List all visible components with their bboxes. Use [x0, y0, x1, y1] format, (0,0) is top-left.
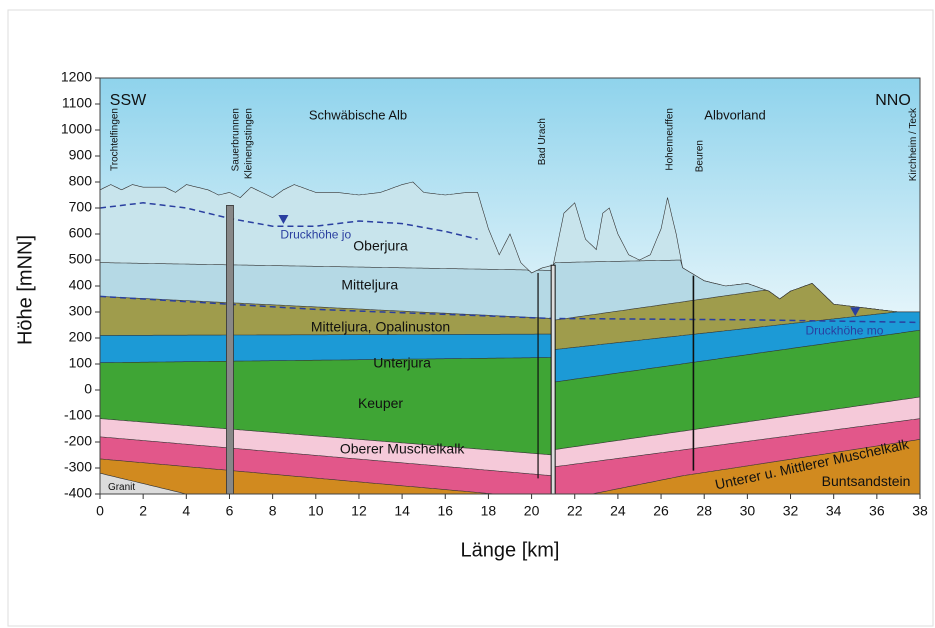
x-tick-label: 2: [139, 503, 147, 519]
borehole: [226, 204, 234, 495]
x-tick-label: 36: [869, 503, 885, 519]
y-tick-label: 600: [69, 225, 93, 241]
location-label: Kirchheim / Teck: [908, 107, 919, 181]
label: SSW: [110, 92, 147, 109]
label: Mitteljura: [341, 277, 398, 293]
x-tick-label: 38: [912, 503, 928, 519]
x-tick-label: 8: [269, 503, 277, 519]
y-tick-label: 300: [69, 303, 93, 319]
y-tick-label: -400: [64, 485, 92, 501]
label: Keuper: [358, 395, 403, 411]
label: Mitteljura, Opalinuston: [311, 318, 450, 334]
label: Albvorland: [704, 107, 765, 122]
layers: [99, 181, 921, 495]
x-tick-label: 30: [740, 503, 756, 519]
y-tick-label: 700: [69, 199, 93, 215]
x-tick-label: 6: [226, 503, 234, 519]
location-label: Bad Urach: [537, 118, 548, 165]
layer: [553, 439, 921, 495]
pressure-marker: [850, 307, 861, 317]
x-axis-label: Länge [km]: [461, 539, 560, 561]
x-tick-label: 0: [96, 503, 104, 519]
y-tick-label: 0: [84, 381, 92, 397]
location-label: Kleinengstingen: [244, 108, 255, 179]
fault: [550, 264, 556, 495]
x-tick-label: 18: [481, 503, 497, 519]
label: Buntsandstein: [822, 473, 911, 489]
label: Unterjura: [373, 355, 431, 371]
label: Granit: [108, 482, 135, 493]
x-tick-label: 26: [653, 503, 669, 519]
location-label: Beuren: [695, 140, 706, 172]
label: Schwäbische Alb: [309, 107, 407, 122]
layer: [99, 458, 554, 495]
pressure-marker: [278, 215, 289, 224]
label: NNO: [875, 92, 911, 109]
y-axis-label: Höhe [mNN]: [14, 235, 36, 345]
y-tick-label: -300: [64, 459, 92, 475]
pressure-line: [99, 202, 478, 240]
label: Oberer Muschelkalk: [340, 441, 465, 457]
x-tick-label: 28: [696, 503, 712, 519]
location-label: Sauerbrunnen: [231, 108, 242, 171]
x-tick-label: 22: [567, 503, 583, 519]
x-tick-label: 32: [783, 503, 799, 519]
y-tick-label: 900: [69, 147, 93, 163]
label: Oberjura: [353, 238, 408, 254]
x-tick-label: 12: [351, 503, 367, 519]
label: Druckhöhe jo: [280, 227, 351, 241]
y-tick-label: -100: [64, 407, 92, 423]
y-tick-label: 100: [69, 355, 93, 371]
location-label: Hohenneuffen: [664, 108, 675, 171]
x-tick-label: 34: [826, 503, 842, 519]
y-tick-label: 200: [69, 329, 93, 345]
x-tick-label: 16: [437, 503, 453, 519]
x-tick-label: 4: [182, 503, 190, 519]
x-tick-label: 14: [394, 503, 410, 519]
y-tick-label: -200: [64, 433, 92, 449]
y-tick-label: 800: [69, 173, 93, 189]
frame: [7, 9, 934, 627]
label: Druckhöhe mo: [805, 324, 883, 338]
location-label: Trochtelfingen: [110, 108, 121, 171]
y-tick-label: 500: [69, 251, 93, 267]
x-tick-label: 10: [308, 503, 324, 519]
y-tick-label: 400: [69, 277, 93, 293]
y-tick-label: 1000: [61, 121, 92, 137]
x-tick-label: 20: [524, 503, 540, 519]
y-tick-label: 1100: [62, 95, 92, 111]
y-tick-label: 1200: [61, 69, 92, 85]
x-tick-label: 24: [610, 503, 626, 519]
